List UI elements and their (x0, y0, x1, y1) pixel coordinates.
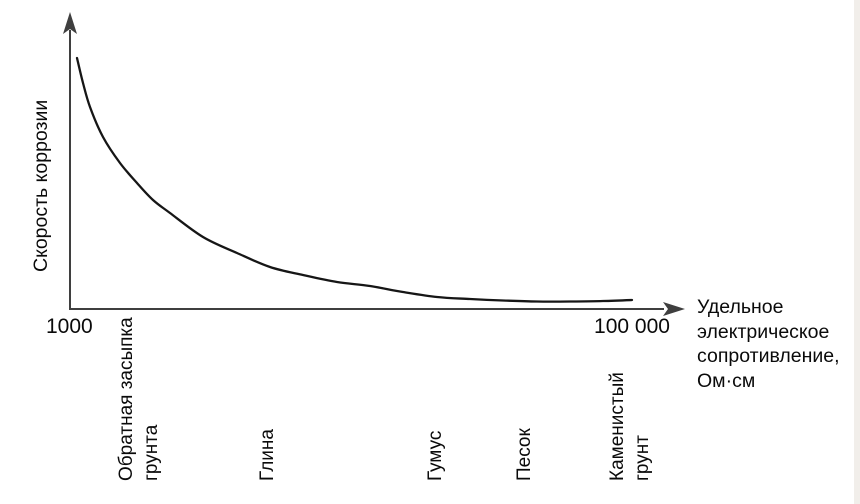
soil-label-line: грунт (632, 435, 653, 481)
soil-label-line: грунта (141, 424, 162, 481)
x-axis-arrow-icon (663, 302, 685, 316)
soil-label-rocky: Каменистый грунт (605, 372, 655, 481)
soil-label-line: Гумус (425, 430, 446, 481)
x-axis-title: Удельное электрическое сопротивление, Ом… (697, 296, 840, 392)
x-tick-1000: 1000 (46, 315, 93, 338)
soil-label-line: Каменистый (607, 372, 628, 481)
soil-label-clay: Глина (255, 429, 280, 481)
y-axis-title: Скорость коррозии (30, 99, 52, 272)
soil-label-line: Глина (257, 429, 278, 481)
y-axis-arrow-icon (63, 12, 77, 34)
right-edge-strip (854, 0, 860, 504)
corrosion-curve (75, 56, 634, 303)
soil-label-line: Песок (514, 428, 535, 481)
x-tick-100000: 100 000 (594, 315, 670, 338)
soil-label-backfill: Обратная засыпка грунта (114, 317, 164, 481)
soil-label-sand: Песок (512, 428, 537, 481)
soil-label-line: Обратная засыпка (116, 317, 137, 481)
soil-label-humus: Гумус (423, 431, 448, 481)
